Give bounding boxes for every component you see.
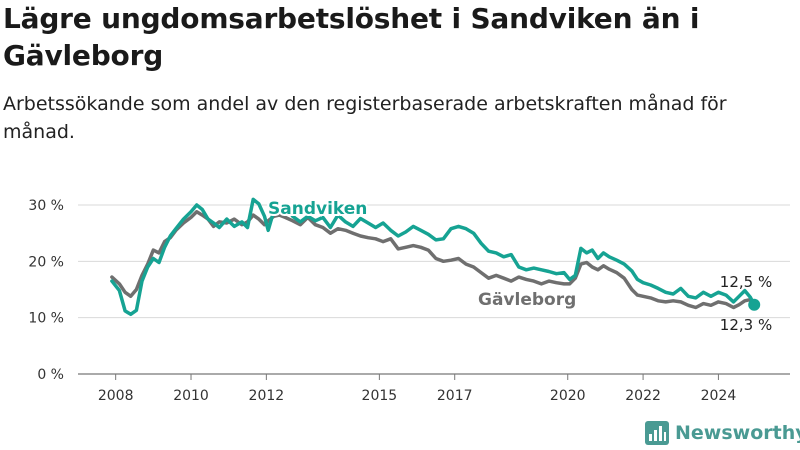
y-tick-label: 30 % [28, 198, 64, 214]
x-tick-label: 2017 [437, 388, 473, 404]
x-tick-label: 2022 [625, 388, 661, 404]
brand-name: Newsworthy [675, 422, 800, 444]
end-value-label-sandviken: 12,3 % [720, 316, 772, 334]
end-value-label-gavleborg: 12,5 % [720, 273, 772, 291]
x-tick-label: 2024 [701, 388, 737, 404]
newsworthy-logo: Newsworthy [645, 420, 800, 446]
x-tick-label: 2010 [173, 388, 209, 404]
series-line-sandviken [110, 197, 756, 317]
y-tick-label: 10 % [28, 311, 64, 327]
bar-chart-logo-icon [645, 421, 669, 445]
chart-title: Lägre ungdomsarbetslöshet i Sandviken än… [3, 2, 700, 72]
x-tick-label: 2015 [362, 388, 398, 404]
x-tick-label: 2020 [550, 388, 586, 404]
x-tick-label: 2008 [98, 388, 134, 404]
series-label-gavleborg: Gävleborg [478, 290, 576, 310]
series-line-gavleborg [110, 210, 756, 310]
chart-subtitle: Arbetssökande som andel av den registerb… [3, 93, 727, 143]
series-end-point-sandviken [748, 298, 761, 311]
y-tick-label: 20 % [28, 254, 64, 270]
series-label-sandviken: Sandviken [268, 199, 367, 219]
y-tick-label: 0 % [37, 367, 64, 383]
x-tick-label: 2012 [249, 388, 285, 404]
